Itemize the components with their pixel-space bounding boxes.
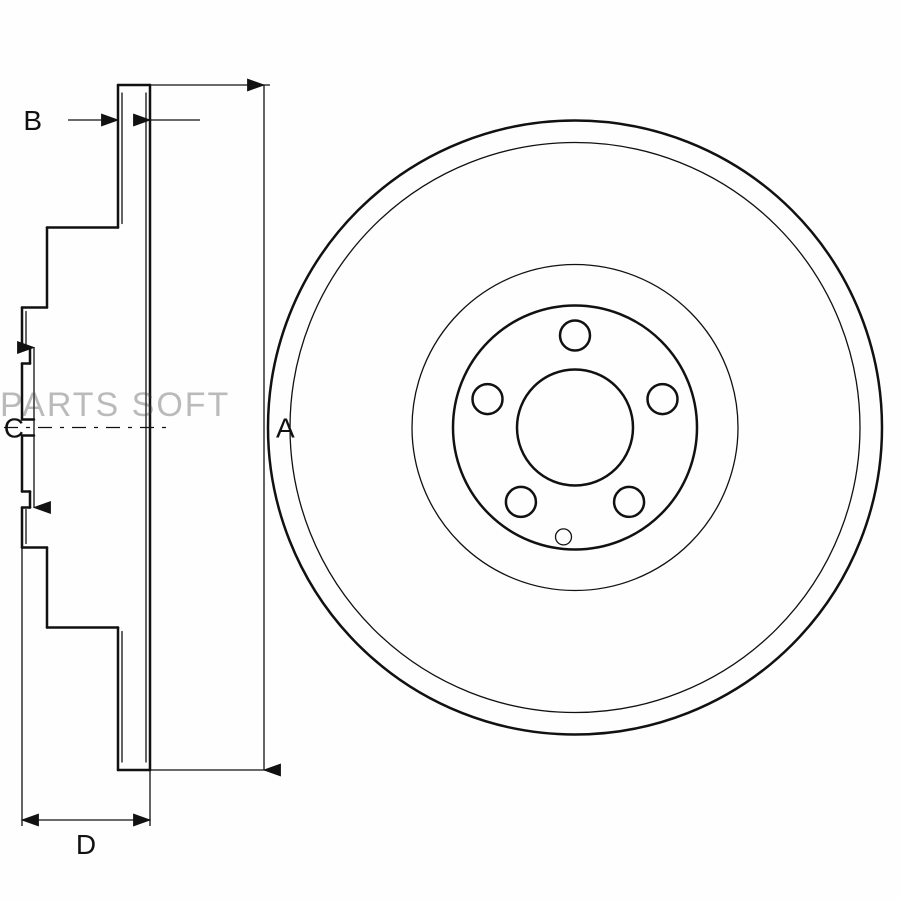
dim-label-D: D [76,829,96,860]
brake-disc-diagram: { "watermark": "PARTS SOFT", "dimensions… [0,0,900,900]
diagram-svg: ABCD [0,0,900,900]
dim-label-B: B [23,105,42,136]
dim-label-A: A [276,413,295,444]
watermark-text: PARTS SOFT [0,386,230,425]
